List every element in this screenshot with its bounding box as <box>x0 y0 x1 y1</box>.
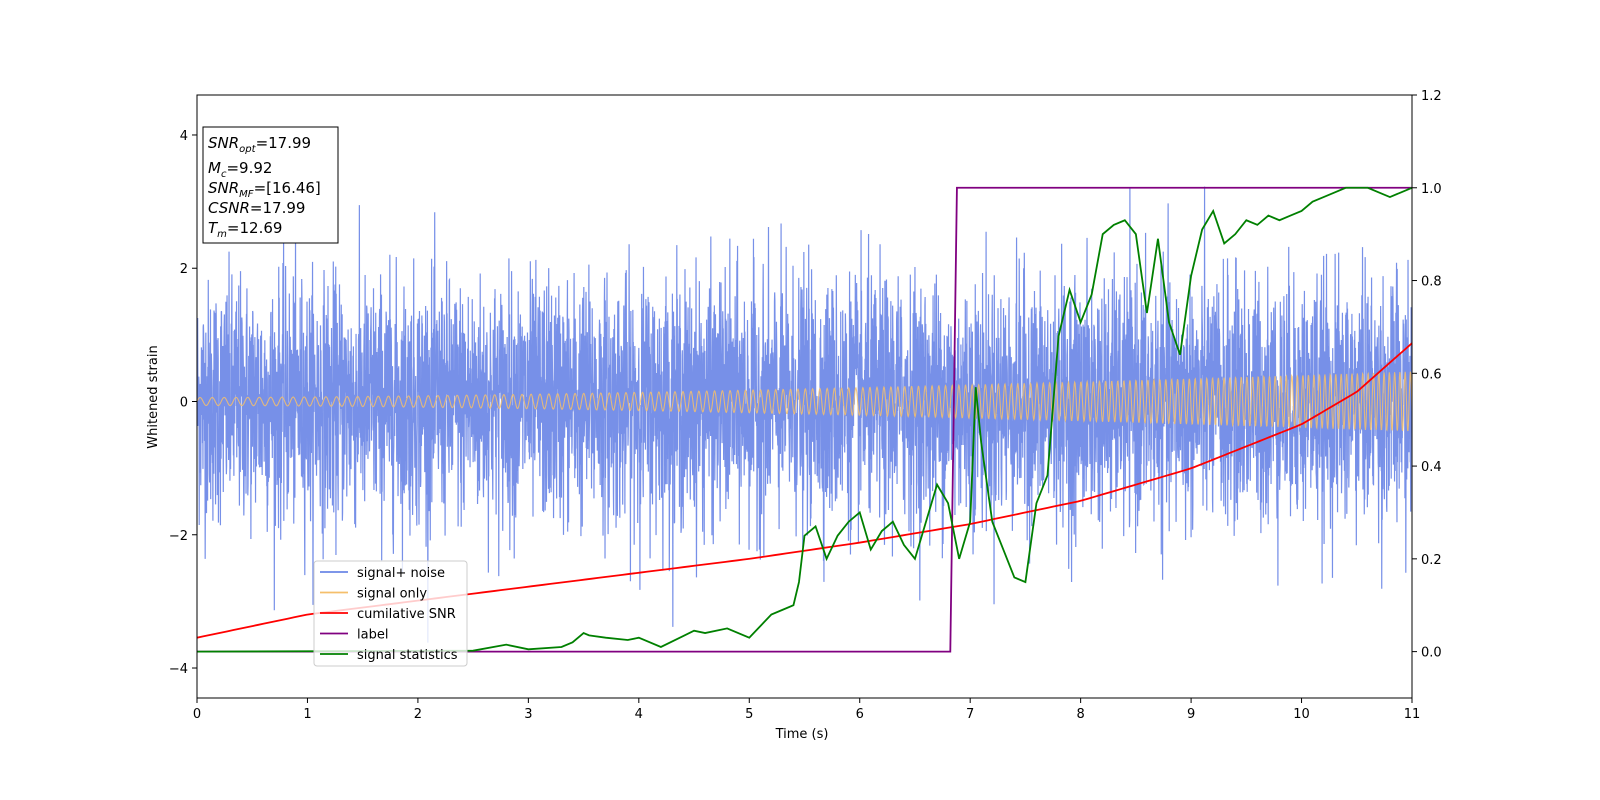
legend-label-label: label <box>357 628 388 643</box>
x-tick-label: 0 <box>193 707 201 722</box>
y-left-tick-label: −2 <box>169 529 188 544</box>
legend: signal+ noise signal only cumilative SNR la… <box>313 560 468 667</box>
x-axis-label: Time (s) <box>775 727 829 742</box>
y-right-tick-label: 0.6 <box>1421 367 1442 382</box>
y-left-tick-label: −4 <box>169 662 188 677</box>
y-axis-right: 1.2 1.0 0.8 0.6 0.4 0.2 0.0 <box>1412 89 1442 661</box>
series-signal-noise <box>197 186 1412 643</box>
legend-signal-statistics-label: signal statistics <box>357 648 458 663</box>
x-tick-label: 3 <box>524 707 532 722</box>
y-axis-left: 4 2 0 −2 −4 <box>169 129 197 677</box>
y-left-tick-label: 2 <box>180 262 188 277</box>
x-tick-label: 5 <box>745 707 753 722</box>
series-label <box>197 186 1412 653</box>
stats-snr-mf: SNRMF=[16.46] <box>208 179 321 200</box>
x-tick-label: 1 <box>303 707 311 722</box>
legend-signal-noise-label: signal+ noise <box>357 566 445 581</box>
legend-frame <box>313 560 468 667</box>
y-right-tick-label: 0.2 <box>1421 553 1442 568</box>
x-axis: 0 1 2 3 4 5 6 7 8 9 10 11 <box>193 698 1420 722</box>
series-signal-only <box>197 371 1412 432</box>
y-right-tick-label: 0.8 <box>1421 275 1442 290</box>
x-tick-label: 10 <box>1293 707 1310 722</box>
y-right-tick-label: 0.0 <box>1421 646 1442 661</box>
stats-snr-opt: SNRopt=17.99 <box>208 134 311 155</box>
y-axis-label: Whitened strain <box>146 345 161 448</box>
series-signal-statistics <box>197 186 1412 653</box>
x-tick-label: 8 <box>1076 707 1084 722</box>
stats-csnr: CSNR=17.99 <box>208 199 305 217</box>
y-left-tick-label: 4 <box>180 129 188 144</box>
axes-frame <box>196 94 1413 699</box>
x-tick-label: 6 <box>856 707 864 722</box>
x-tick-label: 2 <box>414 707 422 722</box>
stats-box: SNRopt=17.99 Mc=9.92 SNRMF=[16.46] CSNR=… <box>202 126 339 244</box>
x-tick-label: 11 <box>1404 707 1421 722</box>
stats-box-frame <box>202 126 339 244</box>
legend-signal-only-label: signal only <box>357 587 427 602</box>
stats-tm: Tm=12.69 <box>208 219 282 240</box>
y-right-tick-label: 0.4 <box>1421 460 1442 475</box>
x-tick-label: 9 <box>1187 707 1195 722</box>
legend-cumulative-snr-label: cumilative SNR <box>357 607 456 622</box>
x-tick-label: 4 <box>635 707 643 722</box>
stats-mc: Mc=9.92 <box>208 159 272 180</box>
y-right-tick-label: 1.2 <box>1421 89 1442 104</box>
y-left-tick-label: 0 <box>180 395 188 410</box>
x-tick-label: 7 <box>966 707 974 722</box>
y-right-tick-label: 1.0 <box>1421 182 1442 197</box>
